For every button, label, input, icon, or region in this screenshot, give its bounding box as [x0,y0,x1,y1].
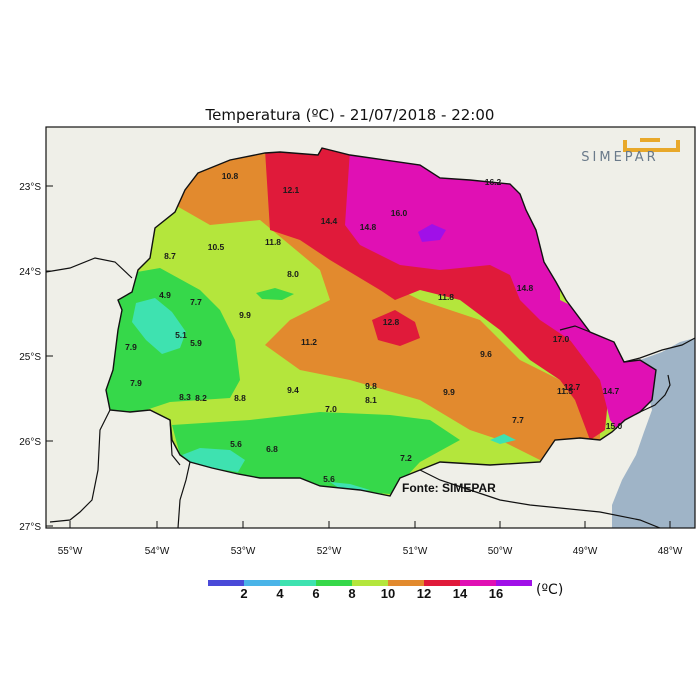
neighbor-borders [46,257,695,528]
ocean [612,338,695,528]
legend-label: 12 [417,586,431,601]
station-value: 14.4 [321,216,338,226]
station-value: 14.7 [603,386,620,396]
station-value: 15.0 [606,421,623,431]
x-tick-label: 50°W [488,546,513,557]
station-value: 11.5 [557,386,573,396]
station-value: 9.8 [365,381,377,391]
legend-swatch [208,580,244,586]
station-value: 6.8 [266,444,278,454]
legend-label: 8 [348,586,355,601]
station-value: 10.5 [208,242,225,252]
map-frame [45,126,696,529]
station-value: 14.8 [360,222,377,232]
legend-label: 16 [489,586,503,601]
legend-label: 2 [240,586,247,601]
station-value: 9.4 [287,385,299,395]
station-value: 14.8 [517,283,534,293]
station-value: 7.2 [400,453,412,463]
station-value: 10.8 [222,171,239,181]
station-value: 8.8 [234,393,246,403]
station-value: 11.8 [265,237,281,247]
y-tick-label: 27°S [19,522,41,533]
station-value: 16.2 [485,177,502,187]
legend-label: 10 [381,586,395,601]
station-value: 5.6 [323,474,335,484]
legend-swatch [496,580,532,586]
station-value: 9.9 [239,310,251,320]
x-tick-label: 51°W [403,546,428,557]
station-value: 7.0 [325,404,337,414]
legend-swatch [244,580,280,586]
station-value: 7.7 [512,415,524,425]
station-value: 7.7 [190,297,202,307]
legend-swatch [316,580,352,586]
source-credit: Fonte: SIMEPAR [402,481,496,495]
station-value: 7.9 [130,378,142,388]
station-value: 8.0 [287,269,299,279]
station-value: 9.6 [480,349,492,359]
x-tick-label: 49°W [573,546,598,557]
station-value: 5.9 [190,338,202,348]
y-tick-label: 23°S [19,182,41,193]
state-boundary [105,147,657,497]
x-tick-label: 53°W [231,546,256,557]
x-tick-label: 52°W [317,546,342,557]
y-tick-label: 26°S [19,437,41,448]
station-value: 16.0 [391,208,408,218]
x-axis: 55°W 54°W 53°W 52°W 51°W 50°W 49°W 48°W [58,521,683,557]
station-value: 11.8 [438,292,454,302]
x-tick-label: 48°W [658,546,683,557]
station-value: 8.1 [365,395,377,405]
legend-swatch [388,580,424,586]
legend-unit: (ºC) [536,582,563,598]
station-labels: 10.8 12.1 16.2 14.4 14.8 16.0 10.5 11.8 … [125,171,622,484]
legend-label: 6 [312,586,319,601]
y-tick-label: 24°S [19,267,41,278]
legend-swatch [460,580,496,586]
temperature-field [106,148,656,496]
station-value: 5.6 [230,439,242,449]
station-value: 17.0 [553,334,570,344]
station-value: 8.7 [164,251,176,261]
x-tick-label: 54°W [145,546,170,557]
station-value: 12.7 [564,382,581,392]
station-value: 12.1 [283,185,300,195]
station-value: 8.2 [195,393,207,403]
station-value: 12.8 [383,317,400,327]
x-tick-label: 55°W [58,546,83,557]
legend-label: 4 [276,586,284,601]
station-value: 5.1 [175,330,187,340]
station-value: 4.9 [159,290,171,300]
legend-swatch [352,580,388,586]
y-axis: 23°S 24°S 25°S 26°S 27°S [19,182,53,533]
legend-swatch [424,580,460,586]
legend-label: 14 [453,586,468,601]
station-value: 11.2 [301,337,317,347]
station-value: 9.9 [443,387,455,397]
legend: 2 4 6 8 10 12 14 16 (ºC) [208,580,563,601]
map-title: Temperatura (ºC) - 21/07/2018 - 22:00 [205,106,495,124]
station-value: 8.3 [179,392,191,402]
station-value: 7.9 [125,342,137,352]
y-tick-label: 25°S [19,352,41,363]
logo-text: SIMEPAR [581,150,658,165]
legend-swatch [280,580,316,586]
simepar-logo: SIMEPAR [581,138,680,165]
